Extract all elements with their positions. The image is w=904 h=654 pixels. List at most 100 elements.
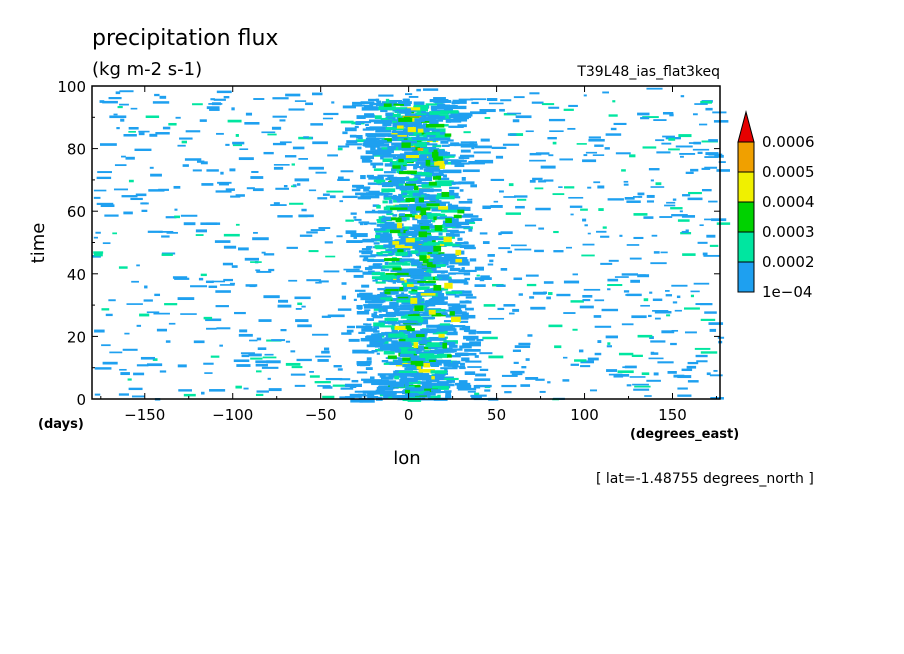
rain-streak: [525, 274, 539, 277]
rain-streak: [168, 122, 177, 126]
rain-streak: [102, 361, 118, 365]
convective-cell: [362, 258, 368, 262]
rain-streak: [569, 205, 583, 208]
convective-cell: [365, 137, 380, 141]
convective-cell: [354, 289, 366, 292]
convective-cell: [465, 296, 477, 299]
convective-cell: [380, 251, 392, 254]
rain-streak: [631, 354, 643, 357]
peak-cell: [406, 328, 415, 332]
convective-cell: [402, 357, 411, 361]
rain-streak: [525, 358, 530, 361]
convective-cell: [377, 373, 395, 376]
rain-streak: [548, 292, 553, 295]
convective-cell: [346, 240, 363, 243]
convective-cell: [408, 194, 417, 197]
x-tick-label: 100: [570, 406, 599, 424]
convective-cell: [356, 362, 371, 367]
convective-cell: [473, 385, 481, 389]
rain-streak: [113, 188, 129, 191]
rain-streak: [341, 282, 347, 285]
convective-cell: [364, 267, 373, 271]
convective-cell: [406, 163, 419, 167]
rain-streak: [469, 341, 481, 344]
convective-cell: [381, 360, 389, 363]
convective-cell: [447, 206, 466, 211]
convective-cell: [452, 196, 461, 199]
rain-streak: [231, 107, 235, 111]
convective-cell: [383, 391, 395, 396]
convective-cell: [375, 129, 392, 133]
rain-streak: [585, 151, 598, 154]
convective-cell: [388, 252, 395, 256]
rain-streak: [145, 115, 160, 119]
convective-cell: [361, 248, 370, 251]
convective-cell: [461, 215, 479, 218]
rain-streak: [493, 200, 499, 203]
convective-cell: [387, 134, 398, 138]
convective-cell: [375, 348, 384, 352]
rain-streak: [150, 173, 162, 177]
convective-cell: [422, 356, 429, 362]
convective-cell: [416, 128, 435, 131]
rain-streak: [637, 112, 650, 116]
rain-streak: [626, 244, 640, 246]
rain-streak: [165, 340, 171, 343]
convective-cell: [428, 253, 437, 258]
rain-streak: [182, 164, 189, 167]
convective-cell: [428, 258, 433, 262]
convective-cell: [355, 265, 362, 269]
rain-streak: [672, 198, 677, 201]
convective-cell: [374, 392, 388, 395]
convective-cell: [455, 241, 469, 245]
convective-cell: [384, 221, 395, 226]
rain-streak: [321, 350, 330, 354]
convective-cell: [398, 235, 409, 239]
convective-cell: [462, 342, 481, 347]
convective-cell: [398, 385, 415, 389]
convective-cell: [395, 204, 408, 207]
rain-streak: [491, 146, 507, 149]
convective-cell: [425, 175, 433, 179]
y-tick-label: 100: [57, 78, 86, 96]
rain-streak: [650, 352, 659, 355]
rain-streak: [365, 323, 372, 326]
rain-streak: [583, 154, 588, 157]
chart-title: precipitation flux: [92, 26, 278, 51]
convective-cell: [407, 348, 425, 351]
convective-cell: [395, 343, 412, 348]
convective-cell: [397, 307, 413, 311]
convective-cell: [402, 364, 418, 368]
convective-cell: [465, 307, 474, 311]
rain-streak: [463, 213, 474, 216]
convective-cell: [393, 373, 404, 377]
convective-cell: [355, 121, 362, 126]
rain-streak: [364, 309, 371, 312]
convective-cell: [429, 197, 440, 201]
convective-cell: [476, 338, 484, 342]
rain-streak: [249, 339, 258, 342]
rain-streak: [161, 252, 176, 255]
convective-cell: [422, 214, 427, 218]
convective-cell: [421, 396, 426, 400]
rain-streak: [315, 355, 331, 358]
convective-cell: [392, 307, 399, 311]
rain-streak: [547, 136, 557, 140]
rain-streak: [268, 268, 275, 272]
convective-cell: [464, 371, 476, 375]
x-tick-label: 0: [404, 406, 414, 424]
rain-streak: [234, 311, 246, 315]
convective-cell: [423, 133, 427, 138]
convective-cell: [460, 290, 472, 294]
convective-cell: [443, 151, 451, 155]
rain-streak: [607, 198, 624, 201]
rain-streak: [670, 342, 677, 346]
rain-streak: [134, 148, 152, 152]
y-tick-label: 80: [67, 141, 86, 159]
convective-cell: [344, 396, 353, 399]
rain-streak: [175, 116, 181, 119]
rain-streak: [115, 91, 121, 95]
convective-cell: [411, 394, 415, 399]
rain-streak: [378, 94, 394, 97]
